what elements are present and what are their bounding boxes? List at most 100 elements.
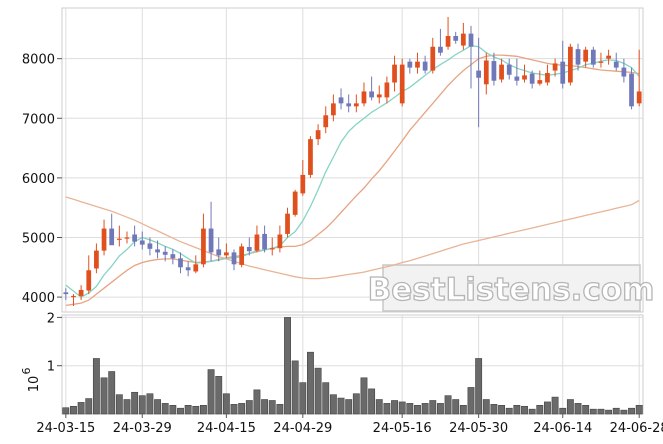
ma-mid-line (65, 54, 640, 307)
volume-bar (467, 387, 475, 415)
volume-bar (123, 399, 131, 415)
candle-up (101, 228, 107, 251)
volume-bar (421, 403, 429, 415)
price-tick-label: 6000 (22, 172, 55, 187)
volume-bar (291, 360, 299, 415)
volume-bar (115, 394, 123, 415)
volume-unit-exponent: 6 (20, 368, 33, 375)
volume-bar (498, 405, 506, 415)
candle-down (155, 249, 160, 253)
volume-bar (475, 358, 483, 415)
candle-up (323, 115, 329, 128)
candle-up (483, 60, 489, 85)
x-tick-label: 24-04-29 (273, 421, 332, 436)
candle-down (262, 233, 267, 250)
candle-up (254, 234, 260, 251)
candle-up (308, 139, 313, 175)
volume-bar (238, 403, 246, 415)
x-tick-label: 24-06-14 (533, 421, 592, 436)
volume-bar (207, 369, 215, 415)
volume-bar (459, 405, 467, 415)
candle-up (94, 250, 99, 269)
volume-bar (314, 367, 322, 415)
candle-down (422, 61, 428, 71)
volume-bar (582, 405, 590, 415)
candle-up (285, 213, 290, 234)
volume-bar (245, 400, 253, 415)
watermark-text: BestListens.com (368, 272, 655, 308)
candle-up (277, 234, 283, 249)
volume-bar (146, 393, 154, 415)
candle-down (170, 254, 176, 259)
candle-down (338, 97, 344, 104)
candle-down (621, 67, 627, 77)
volume-bar (199, 405, 207, 415)
price-tick-label: 4000 (22, 291, 55, 306)
volume-bar (482, 399, 490, 415)
volume-bar (169, 405, 177, 415)
candle-down (208, 228, 214, 253)
candle-down (407, 61, 413, 68)
volume-bar (574, 403, 582, 415)
volume-bar (544, 401, 551, 415)
volume-bar (521, 405, 528, 415)
volume-bar (184, 405, 192, 415)
candle-down (369, 91, 374, 98)
candle-up (376, 94, 382, 98)
volume-bar (154, 399, 161, 415)
volume-bar (505, 407, 513, 415)
candle-up (445, 36, 451, 47)
volume-bar (307, 351, 314, 415)
candle-up (522, 75, 527, 80)
volume-bar (551, 396, 559, 415)
volume-bar (635, 405, 643, 415)
candle-down (246, 247, 252, 252)
volume-bar (108, 371, 116, 415)
volume-bar (138, 395, 146, 415)
volume-bar (62, 407, 70, 415)
axes: 4000 5000 6000 7000 8000 1 2 106 24-03-15 24-03-2… (20, 53, 663, 436)
volume-bar (528, 408, 536, 415)
volume-bar (299, 382, 307, 415)
candlesticks (63, 16, 642, 307)
volume-panel-frame (61, 314, 644, 415)
candle-up (636, 91, 642, 104)
volume-bar (398, 401, 406, 415)
volume-bar (383, 403, 391, 415)
volume-bar (85, 398, 93, 415)
volume-tick-label: 1 (47, 360, 55, 375)
volume-bar (589, 408, 597, 415)
x-tick-label: 24-03-29 (113, 421, 172, 436)
candle-down (514, 76, 520, 81)
volume-bar (222, 393, 230, 415)
candle-down (231, 252, 237, 265)
ma-short-line (65, 44, 640, 298)
candle-up (568, 46, 573, 83)
candle-down (147, 243, 153, 249)
volume-bar (605, 409, 613, 415)
volume-bar (92, 358, 100, 415)
candle-up (193, 264, 199, 272)
volume-bar (322, 382, 330, 415)
volume-bar (70, 405, 77, 415)
volume-bar (276, 404, 284, 415)
candle-up (392, 64, 397, 83)
candle-up (606, 55, 611, 59)
volume-bar (612, 407, 620, 415)
volume-bar (268, 400, 276, 415)
volume-bar (559, 407, 567, 415)
volume-tick-label: 2 (47, 311, 55, 326)
candle-down (139, 240, 145, 245)
volume-unit-label: 10 (27, 376, 42, 393)
candle-up (292, 191, 298, 215)
candle-up (415, 61, 420, 68)
volume-bar (536, 405, 544, 415)
candle-down (178, 258, 183, 268)
candle-up (361, 91, 367, 104)
candle-down (346, 103, 352, 107)
volume-bar (406, 403, 414, 415)
candle-up (598, 61, 604, 63)
volume-bar (368, 388, 376, 415)
volume-bar (253, 389, 261, 415)
